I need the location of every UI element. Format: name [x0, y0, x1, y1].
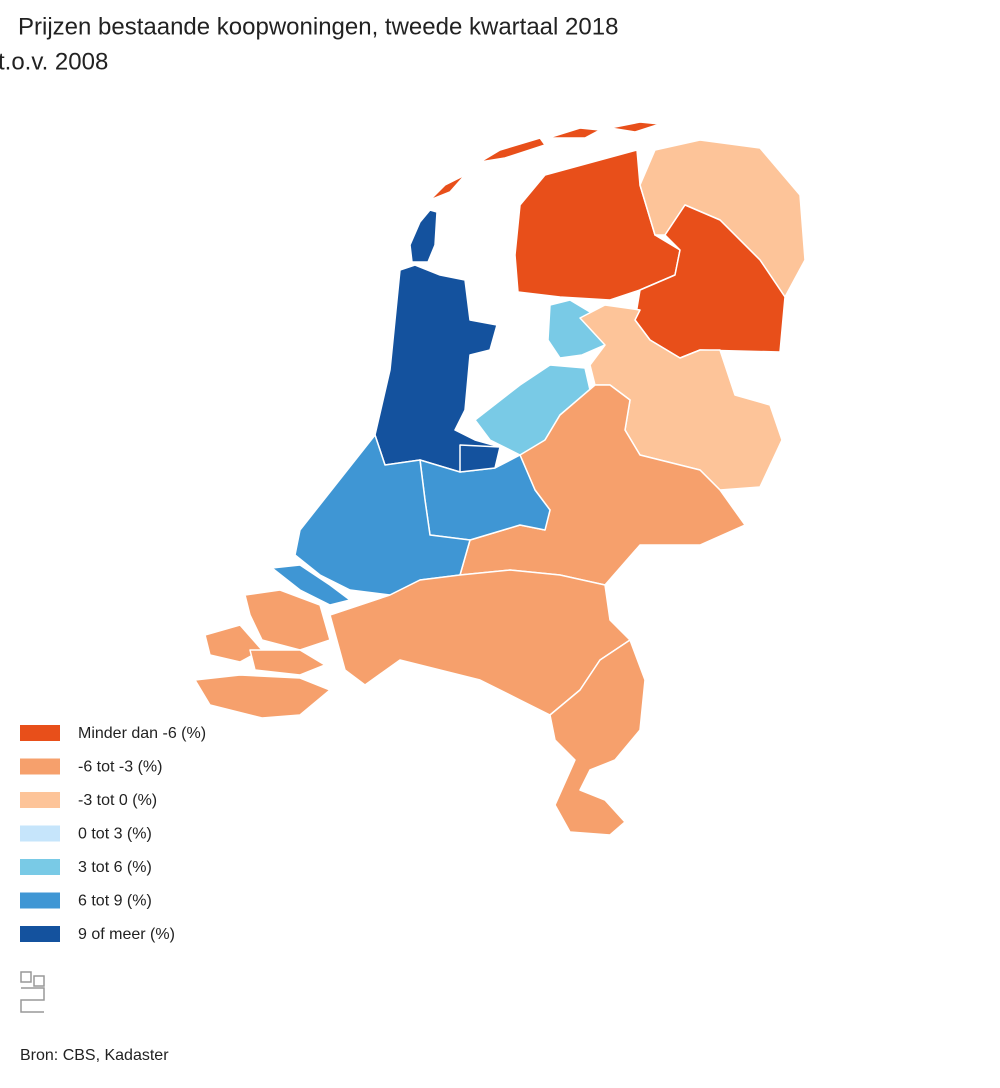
region [479, 137, 546, 163]
region [244, 589, 331, 651]
legend-swatch [20, 892, 60, 909]
region [249, 649, 326, 676]
region [549, 639, 646, 836]
legend-swatch [20, 859, 60, 875]
region [459, 444, 501, 473]
region [409, 209, 438, 263]
legend-swatch [20, 758, 60, 775]
region [429, 174, 466, 201]
legend-swatch [20, 725, 60, 741]
legend-label: -3 tot 0 (%) [78, 792, 157, 809]
region [194, 674, 331, 719]
legend-label: 0 tot 3 (%) [78, 826, 152, 843]
subtitle: t.o.v. 2008 [0, 48, 108, 75]
legend: Minder dan -6 (%) -6 tot -3 (%) -3 tot 0 (… [20, 725, 206, 943]
region [271, 564, 351, 606]
legend-swatch [20, 926, 60, 942]
legend-label: Minder dan -6 (%) [78, 725, 206, 742]
title: Prijzen bestaande koopwoningen, tweede k… [18, 13, 618, 40]
legend-swatch [20, 792, 60, 808]
cbs-logo [20, 971, 45, 1013]
region [374, 264, 501, 473]
source: Bron: CBS, Kadaster [20, 1047, 169, 1064]
legend-label: -6 tot -3 (%) [78, 759, 162, 776]
legend-label: 9 of meer (%) [78, 926, 175, 943]
legend-swatch [20, 825, 60, 842]
region [547, 127, 601, 139]
legend-label: 6 tot 9 (%) [78, 893, 152, 910]
legend-label: 3 tot 6 (%) [78, 859, 152, 876]
region [609, 121, 661, 133]
map [194, 121, 806, 836]
